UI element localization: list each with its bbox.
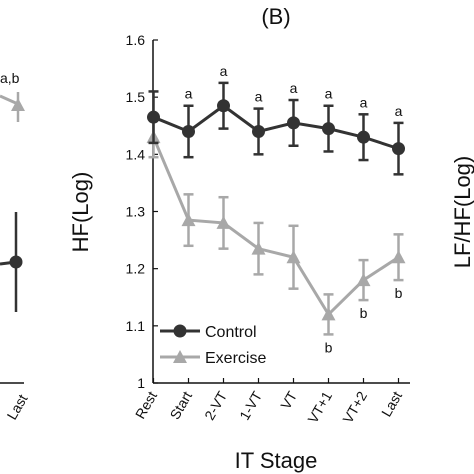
left-panel-tick-label: Last [4, 391, 31, 422]
data-point [357, 130, 370, 144]
y-tick-label: 1.5 [126, 89, 146, 105]
significance-label: b [360, 305, 368, 321]
series-control: a a a a a a a [147, 63, 405, 176]
left-panel-exercise-line [0, 94, 19, 106]
legend-marker [173, 350, 187, 363]
data-point [147, 110, 160, 124]
y-axis-label: HF(Log) [68, 172, 93, 253]
left-panel-sig-label: a,b [0, 70, 20, 86]
data-point [287, 116, 300, 130]
significance-label: a [290, 80, 298, 96]
data-point [392, 142, 405, 156]
significance-label: b [325, 339, 333, 355]
significance-label: a [220, 63, 228, 79]
data-point [391, 250, 406, 264]
series-layer: b b b a a a a a a a [146, 63, 406, 355]
data-point [356, 273, 371, 287]
x-tick-label: Start [166, 388, 195, 422]
legend-marker [173, 324, 187, 338]
left-panel-control-marker [9, 255, 23, 269]
series-exercise: b b b [146, 115, 406, 355]
left-panel-fragment: a,b Last [0, 70, 31, 422]
significance-label: a [185, 86, 193, 102]
x-tick-label: VT [277, 388, 300, 412]
significance-label: a [360, 94, 368, 110]
data-point [251, 241, 266, 255]
y-tick-label: 1 [137, 375, 145, 391]
x-tick-label: 2-VT [201, 388, 230, 423]
y-tick-label: 1.3 [126, 204, 146, 220]
y-tick-label: 1.6 [126, 32, 146, 48]
data-point [217, 99, 230, 113]
left-panel-exercise-marker [11, 98, 25, 111]
data-point [252, 124, 265, 138]
data-point [321, 307, 336, 321]
x-tick-label: Last [378, 388, 405, 419]
right-panel-y-axis-label: LF/HF(Log) [450, 156, 474, 268]
legend: Control Exercise [160, 324, 266, 367]
data-point [181, 213, 196, 227]
data-point [216, 215, 231, 229]
significance-label: a [255, 89, 263, 105]
panel-label: (B) [261, 4, 290, 29]
data-point [182, 124, 195, 138]
x-tick-label: VT+1 [304, 388, 335, 426]
y-tick-label: 1.4 [126, 146, 146, 162]
data-point [286, 250, 301, 264]
x-axis-label: IT Stage [235, 448, 318, 473]
x-tick-label: VT+2 [339, 388, 370, 426]
significance-label: a [395, 103, 403, 119]
legend-label: Exercise [205, 350, 266, 367]
x-tick-label: Rest [132, 388, 160, 421]
significance-label: b [395, 285, 403, 301]
y-tick-label: 1.2 [126, 261, 146, 277]
legend-label: Control [205, 324, 257, 341]
x-tick-label: 1-VT [236, 388, 265, 423]
y-tick-label: 1.1 [126, 318, 146, 334]
data-point [322, 122, 335, 136]
significance-label: a [325, 86, 333, 102]
